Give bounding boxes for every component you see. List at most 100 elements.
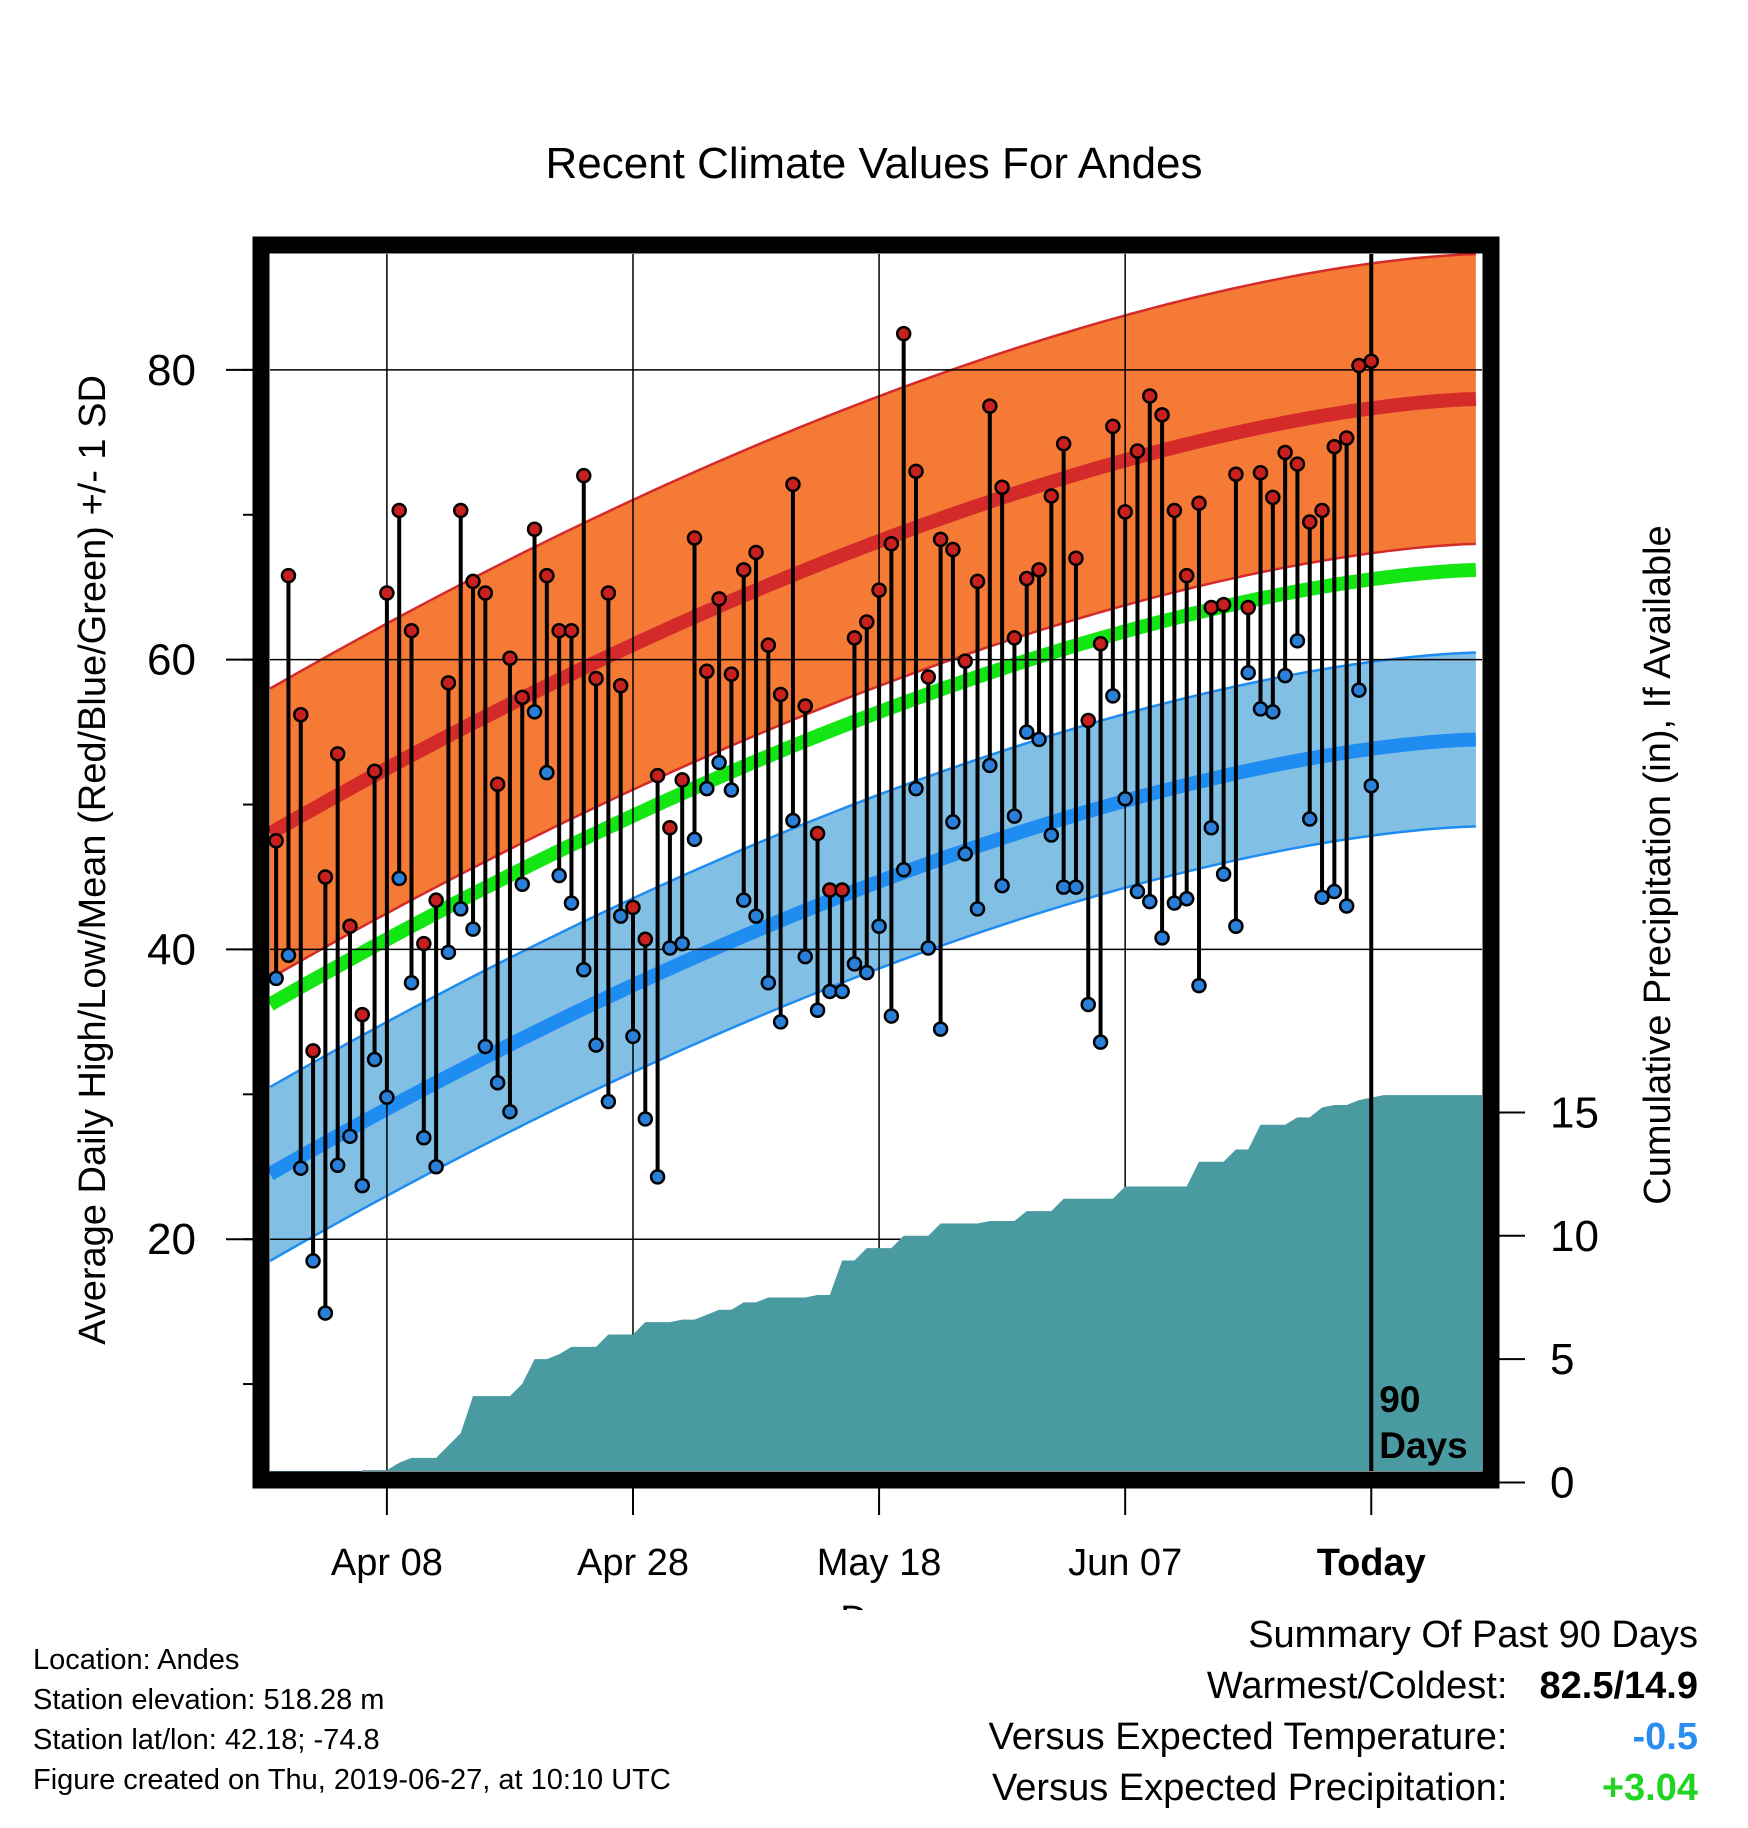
daily-high-dot (982, 398, 998, 414)
daily-low-dot (268, 970, 284, 987)
daily-low-dot (834, 983, 850, 1000)
station-location: Location: Andes (33, 1644, 240, 1676)
daily-high-dot (1191, 495, 1207, 511)
daily-high-dot (342, 918, 358, 934)
normal-high-line (266, 391, 1477, 840)
daily-low-dot (489, 1074, 506, 1091)
daily-high-dot (403, 622, 420, 639)
daily-high-dot (711, 591, 727, 607)
daily-high-dot (1351, 357, 1367, 374)
y-axis-ticks: 20 40 60 80 (147, 346, 253, 1386)
daily-low-dot (1289, 633, 1306, 649)
precip-label: Versus Expected Precipitation: (992, 1767, 1508, 1809)
daily-high-dot (1031, 562, 1047, 578)
daily-high-dot (662, 819, 678, 836)
daily-low-dot (612, 908, 629, 924)
daily-low-dot (1240, 664, 1256, 681)
daily-high-dot (1043, 488, 1060, 504)
daily-low-dot (600, 1093, 617, 1110)
daily-high-dot (551, 622, 567, 639)
daily-low-dot (785, 812, 801, 829)
daily-high-dot (735, 562, 752, 578)
high-lower-edge (269, 542, 1476, 980)
summary-precip: Versus Expected Precipitation: +3.04 (989, 1763, 1698, 1814)
daily-high-dot (1363, 353, 1380, 369)
daily-high-dot (945, 541, 961, 558)
daily-high-dot (895, 325, 912, 342)
y2-axis-ticks: 0 5 10 15 (1499, 1088, 1599, 1508)
daily-high-dot (268, 833, 284, 849)
low-upper-edge (269, 651, 1476, 1089)
daily-low-dot (317, 1305, 334, 1321)
daily-high-dot (1326, 438, 1343, 455)
daily-high-dot (674, 772, 690, 788)
daily-high-dot (1215, 596, 1232, 613)
daily-high-dot (391, 502, 407, 519)
daily-high-dot (305, 1043, 321, 1059)
daily-high-dot (280, 567, 297, 584)
daily-high-dot (1055, 436, 1072, 452)
daily-high-dot (416, 935, 432, 952)
daily-low-dot (416, 1130, 432, 1146)
daily-high-dot (329, 746, 346, 762)
warm-cold-label: Warmest/Coldest: (1206, 1665, 1508, 1707)
daily-high-dot (1018, 570, 1035, 587)
daily-high-dot (539, 567, 555, 584)
daily-low-dot (674, 935, 690, 952)
daily-high-dot (859, 614, 875, 630)
daily-high-dot (1154, 407, 1170, 423)
summary-title: Summary Of Past 90 Days (1248, 1614, 1698, 1656)
daily-high-dot (957, 653, 973, 669)
daily-low-dot (945, 814, 961, 830)
summary-panel: Summary Of Past 90 Days Warmest/Coldest:… (989, 1610, 1698, 1814)
chart-title: Recent Climate Values For Andes (545, 139, 1202, 188)
x-axis-ticks: Apr 08 Apr 28 May 18 Jun 07 Today (331, 1488, 1426, 1584)
daily-high-dot (1142, 388, 1158, 404)
daily-low-dot (969, 901, 986, 917)
daily-low-dot (440, 944, 457, 961)
daily-low-dot (1105, 688, 1121, 704)
daily-low-dot (1178, 890, 1195, 907)
daily-low-dot (1068, 879, 1084, 895)
x-tick-label: Jun 07 (1068, 1542, 1182, 1584)
daily-high-dot (1166, 502, 1183, 519)
daily-high-dot (379, 585, 395, 601)
normal-low-line (266, 732, 1477, 1181)
daily-low-dot (1203, 819, 1220, 836)
daily-low-dot (1191, 977, 1207, 994)
precip-cumulative-area (270, 1095, 1495, 1483)
daily-high-dot (489, 776, 506, 793)
daily-high-dot (514, 689, 530, 706)
daily-high-dot (1301, 514, 1318, 530)
daily-high-dot (1178, 567, 1195, 584)
daily-low-dot (957, 846, 973, 862)
daily-low-dot (293, 1160, 309, 1176)
figure-created: Figure created on Thu, 2019-06-27, at 10… (33, 1764, 671, 1796)
y2-tick-label: 5 (1550, 1335, 1574, 1384)
daily-high-dot (772, 686, 789, 703)
daily-low-dot (391, 870, 407, 887)
daily-low-dot (982, 757, 998, 774)
y-tick-label: 80 (147, 346, 196, 395)
daily-low-dot (1043, 827, 1060, 843)
daily-low-dot (871, 918, 887, 934)
daily-high-dot (908, 463, 924, 480)
daily-high-dot (1129, 443, 1146, 459)
daily-low-dot (1154, 930, 1170, 946)
daily-high-dot (920, 669, 937, 685)
daily-low-dot (662, 940, 678, 956)
daily-low-dot (1129, 883, 1146, 900)
temp-value: -0.5 (1632, 1716, 1698, 1758)
daily-low-dot (305, 1253, 321, 1269)
daily-high-dot (686, 530, 703, 546)
station-elevation: Station elevation: 518.28 m (33, 1684, 385, 1716)
daily-low-dot (366, 1051, 383, 1068)
daily-high-dot (1314, 502, 1330, 519)
daily-high-dot (932, 531, 949, 548)
precip-value: +3.04 (1601, 1767, 1698, 1809)
daily-low-dot (822, 983, 838, 1000)
daily-low-dot (329, 1157, 346, 1174)
x-tick-label: Today (1317, 1542, 1426, 1584)
daily-high-dot (1117, 504, 1133, 520)
daily-high-dot (625, 899, 641, 916)
